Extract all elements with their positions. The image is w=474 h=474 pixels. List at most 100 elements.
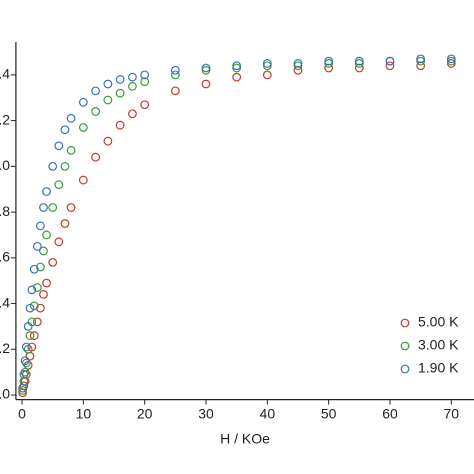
data-point [232, 63, 242, 73]
data-point [140, 77, 150, 87]
data-point [201, 79, 211, 89]
data-point [91, 152, 101, 162]
y-tick-label: 0.6 [0, 249, 10, 265]
data-point [416, 54, 426, 64]
data-point [32, 317, 42, 327]
data-point [32, 283, 42, 292]
data-point [293, 61, 303, 71]
data-point [39, 246, 48, 256]
data-point [201, 63, 211, 73]
data-point [128, 72, 137, 82]
data-point [23, 322, 33, 331]
data-point [385, 56, 395, 66]
data-point [32, 241, 42, 251]
data-point [48, 257, 58, 267]
data-point [416, 61, 426, 71]
data-point [36, 303, 45, 313]
data-point [385, 61, 395, 71]
data-point [54, 237, 64, 247]
data-point [103, 136, 113, 146]
data-point [262, 70, 272, 80]
x-tick-label: 70 [444, 405, 460, 421]
data-point [21, 342, 31, 352]
data-point [66, 203, 76, 212]
data-point [201, 65, 211, 75]
data-point [324, 63, 334, 73]
data-point [60, 125, 70, 135]
data-point [29, 301, 39, 311]
y-tick-label: 0.0 [0, 386, 10, 402]
x-tick-label: 30 [198, 405, 214, 421]
data-point [60, 219, 70, 228]
data-point [170, 70, 180, 80]
data-point [48, 203, 58, 212]
data-point [354, 59, 364, 68]
x-tick-label: 0 [18, 405, 26, 421]
data-point [29, 331, 39, 340]
data-point [19, 370, 29, 379]
data-point [262, 61, 272, 71]
data-point [78, 175, 88, 185]
y-tick-label: 1.4 [0, 66, 10, 82]
data-point [140, 100, 150, 109]
x-tick-label: 10 [76, 405, 92, 421]
y-tick-label: 1.2 [0, 111, 10, 127]
data-point [66, 145, 76, 155]
data-point [262, 59, 272, 68]
legend-marker [400, 318, 410, 328]
data-point [115, 88, 125, 98]
data-point [140, 70, 150, 80]
data-point [25, 303, 35, 313]
data-point [128, 109, 137, 119]
data-point [60, 161, 70, 171]
legend-label: 1.90 K [418, 360, 459, 376]
y-tick-label: 1.0 [0, 157, 10, 173]
data-point [115, 75, 125, 84]
data-point [29, 264, 39, 274]
data-point [23, 344, 33, 354]
y-tick-label: 0.4 [0, 294, 10, 310]
y-tick-label: 0.8 [0, 203, 10, 219]
data-point [293, 65, 303, 75]
data-point [115, 120, 125, 130]
data-point [36, 262, 45, 272]
data-point [27, 285, 37, 295]
legend-label: 3.00 K [418, 337, 459, 353]
x-tick-label: 60 [382, 405, 398, 421]
x-tick-label: 40 [260, 405, 276, 421]
data-point [446, 56, 456, 66]
data-point [232, 61, 242, 71]
data-point [324, 56, 334, 66]
legend-marker [400, 364, 410, 374]
data-point [78, 123, 88, 132]
y-tick-label: 0.2 [0, 340, 10, 356]
data-point [18, 383, 28, 393]
data-point [25, 331, 35, 340]
data-point [170, 86, 180, 96]
data-point [354, 56, 364, 66]
data-point [42, 230, 51, 240]
data-point [39, 203, 48, 212]
data-point [39, 290, 48, 299]
data-point [18, 386, 28, 395]
data-point [78, 97, 88, 107]
data-point [48, 161, 58, 171]
data-point [232, 72, 242, 82]
x-tick-label: 20 [137, 405, 153, 421]
legend-label: 5.00 K [418, 314, 459, 330]
data-point [36, 221, 45, 231]
data-point [170, 65, 180, 75]
data-point [91, 86, 101, 96]
legend-marker [400, 341, 410, 351]
x-axis-label: H / KOe [220, 431, 270, 447]
data-point [446, 54, 456, 64]
data-point [20, 356, 30, 366]
data-point [128, 81, 137, 91]
data-point [66, 113, 76, 123]
data-point [416, 56, 426, 66]
data-point [103, 95, 113, 105]
x-tick-label: 50 [321, 405, 337, 421]
data-point [103, 79, 113, 89]
data-point [91, 107, 101, 116]
